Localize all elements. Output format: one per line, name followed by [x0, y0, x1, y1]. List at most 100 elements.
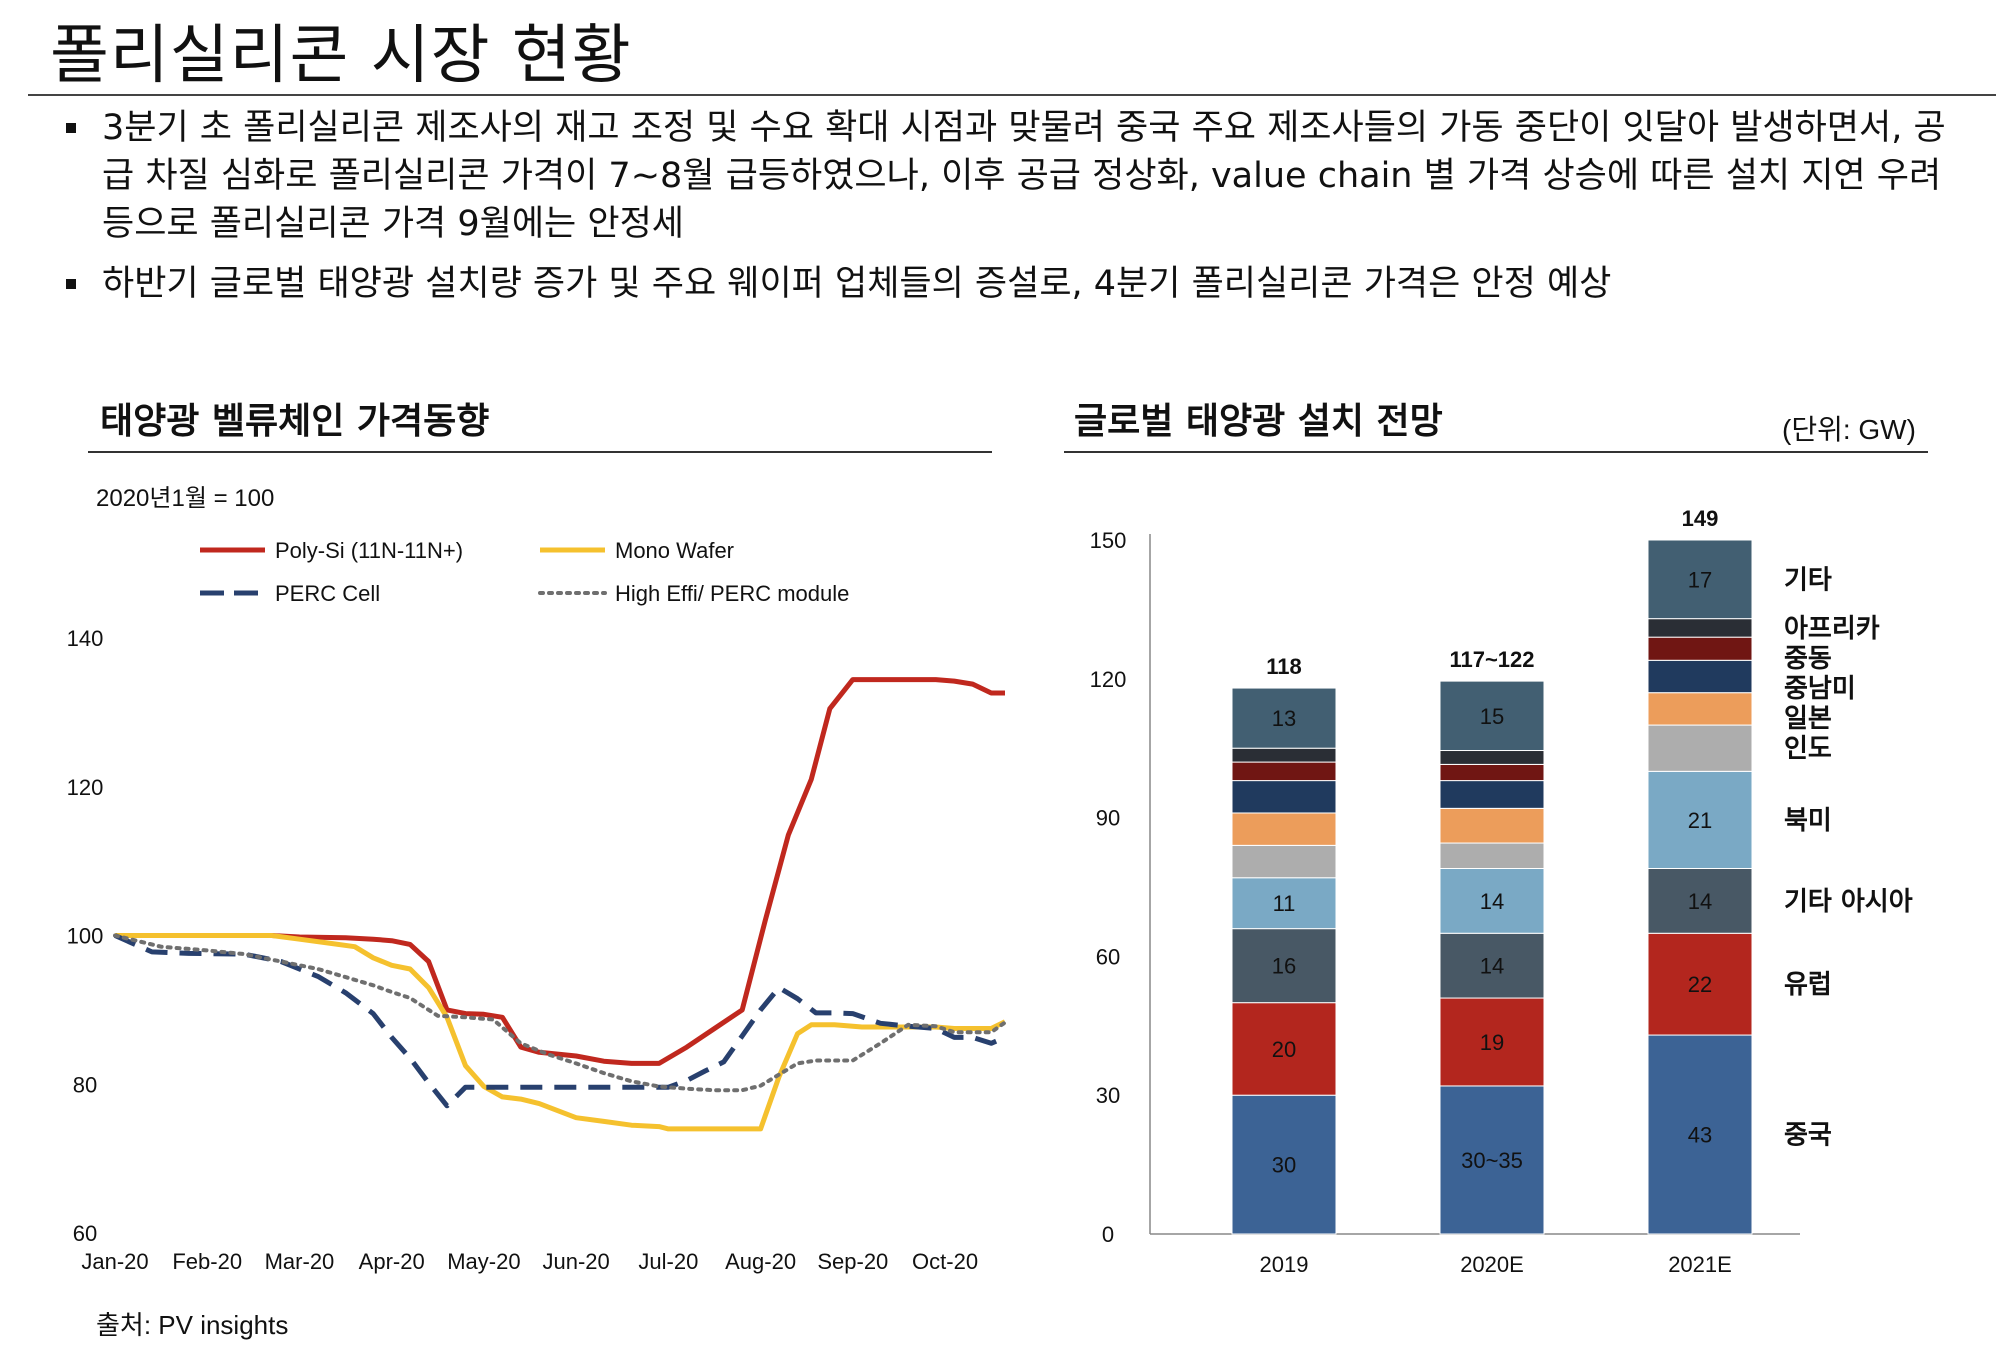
bar-segment: [1647, 1034, 1753, 1235]
region-label: 중남미: [1784, 674, 1856, 704]
x-tick-label: 2019: [1260, 1252, 1309, 1277]
bar-segment: [1439, 842, 1545, 869]
x-tick-label: Feb-20: [172, 1249, 242, 1274]
y-tick-label: 150: [1090, 528, 1127, 553]
title-divider: [28, 94, 1996, 96]
region-label: 아프리카: [1784, 614, 1880, 644]
segment-value-label: 30: [1272, 1153, 1296, 1178]
x-tick-label: Mar-20: [265, 1249, 335, 1274]
x-tick-label: 2021E: [1668, 1252, 1732, 1277]
bar-segment: [1647, 618, 1753, 638]
bar-segment: [1231, 761, 1337, 782]
bar-segment: [1647, 867, 1753, 934]
x-tick-label: Oct-20: [912, 1249, 978, 1274]
bar-segment: [1439, 867, 1545, 934]
bullet-text: 하반기 글로벌 태양광 설치량 증가 및 주요 웨이퍼 업체들의 증설로, 4분…: [102, 264, 1612, 304]
x-tick-label: Apr-20: [359, 1249, 425, 1274]
bullet-list: 3분기 초 폴리실리콘 제조사의 재고 조정 및 수요 확대 시점과 맞물려 중…: [60, 104, 1960, 320]
bar-segment: [1439, 1085, 1545, 1235]
x-tick-label: Sep-20: [817, 1249, 888, 1274]
y-tick-label: 100: [67, 924, 104, 949]
y-tick-label: 120: [1090, 667, 1127, 692]
bar-chart-divider: [1064, 451, 1928, 453]
segment-value-label: 14: [1480, 889, 1504, 914]
x-tick-label: Jan-20: [81, 1249, 148, 1274]
x-tick-label: May-20: [447, 1249, 520, 1274]
source-note: 출처: PV insights: [96, 1310, 289, 1340]
bar-segment: [1647, 724, 1753, 772]
x-tick-label: 2020E: [1460, 1252, 1524, 1277]
region-label: 유럽: [1784, 970, 1832, 1000]
segment-value-label: 14: [1688, 889, 1712, 914]
y-tick-label: 0: [1102, 1222, 1114, 1247]
bar-segment: [1647, 692, 1753, 726]
bar-segment: [1231, 812, 1337, 846]
bar-segment: [1231, 877, 1337, 930]
bar-segment: [1231, 844, 1337, 879]
legend-label: Poly-Si (11N-11N+): [275, 538, 463, 563]
line-chart: 60 80 100 120 140 Jan-20 Feb-20 Mar-20 Apr-20 May…: [67, 538, 1007, 1274]
bar-segment: [1439, 807, 1545, 844]
x-tick-label: Jun-20: [542, 1249, 609, 1274]
segment-value-label: 13: [1272, 706, 1296, 731]
bar-segment: [1439, 763, 1545, 782]
bar-segment: [1439, 750, 1545, 765]
bar-chart: 0 30 60 90 120 150 30 20 16 11 13 118 2019 30~35 19 14 1…: [1090, 506, 1913, 1277]
line-chart-title: 태양광 벨류체인 가격동향: [100, 401, 490, 442]
bullet-item: 3분기 초 폴리실리콘 제조사의 재고 조정 및 수요 확대 시점과 맞물려 중…: [60, 104, 1960, 248]
line-chart-subtitle: 2020년1월 = 100: [96, 485, 275, 512]
segment-value-label: 16: [1272, 954, 1296, 979]
y-tick-label: 90: [1096, 806, 1120, 831]
bullet-item: 하반기 글로벌 태양광 설치량 증가 및 주요 웨이퍼 업체들의 증설로, 4분…: [60, 260, 1960, 308]
y-tick-label: 60: [73, 1221, 97, 1246]
series-line: [115, 933, 1007, 1132]
region-label: 북미: [1784, 806, 1832, 836]
bar-segment: [1231, 747, 1337, 763]
series-line: [113, 933, 1006, 1109]
bullet-square-icon: [66, 123, 76, 133]
bar-segment: [1647, 932, 1753, 1036]
region-label: 인도: [1784, 734, 1832, 764]
y-tick-label: 140: [67, 626, 104, 651]
bar-segment: [1439, 932, 1545, 999]
bar-segment: [1647, 539, 1753, 620]
line-chart-divider: [88, 451, 992, 453]
segment-value-label: 14: [1480, 954, 1504, 979]
y-tick-label: 80: [73, 1072, 97, 1097]
region-label: 중동: [1784, 644, 1832, 674]
y-tick-label: 120: [67, 775, 104, 800]
legend-label: PERC Cell: [275, 581, 380, 606]
segment-value-label: 43: [1688, 1123, 1712, 1148]
x-tick-label: Aug-20: [725, 1249, 796, 1274]
bar-total-label: 118: [1266, 654, 1302, 679]
legend-label: Mono Wafer: [615, 538, 734, 563]
segment-value-label: 22: [1688, 972, 1712, 997]
segment-value-label: 30~35: [1461, 1148, 1523, 1173]
bar-segment: [1231, 780, 1337, 814]
segment-value-label: 17: [1688, 567, 1712, 592]
segment-value-label: 21: [1688, 808, 1712, 833]
bar-segment: [1231, 1094, 1337, 1235]
legend-label: High Effi/ PERC module: [615, 581, 849, 606]
segment-value-label: 20: [1272, 1037, 1296, 1062]
bar-segment: [1647, 770, 1753, 869]
bar-segment: [1647, 659, 1753, 694]
bar-chart-unit: (단위: GW): [1782, 414, 1916, 445]
bar-chart-title: 글로벌 태양광 설치 전망: [1074, 401, 1443, 442]
bar-segment: [1439, 997, 1545, 1087]
bar-segment: [1231, 928, 1337, 1004]
bar-segment: [1439, 780, 1545, 809]
series-line: [113, 933, 1007, 1093]
region-label: 기타: [1784, 565, 1832, 595]
region-label: 중국: [1784, 1121, 1832, 1151]
bullet-square-icon: [66, 279, 76, 289]
series-line: [115, 677, 1005, 1066]
segment-value-label: 11: [1273, 891, 1296, 916]
bar-total-label: 117~122: [1449, 647, 1534, 672]
y-tick-label: 60: [1096, 944, 1120, 969]
bar-segment: [1231, 687, 1337, 749]
y-tick-label: 30: [1096, 1083, 1120, 1108]
segment-value-label: 15: [1480, 704, 1504, 729]
page-title: 폴리실리콘 시장 현황: [50, 19, 632, 93]
bar-total-label: 149: [1682, 506, 1719, 531]
